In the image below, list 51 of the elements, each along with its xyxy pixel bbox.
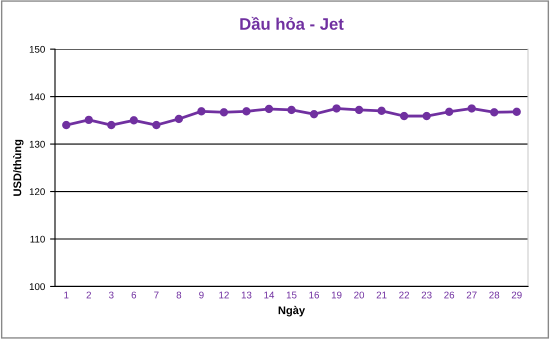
- point: [332, 104, 341, 113]
- point: [287, 106, 296, 114]
- point: [242, 107, 251, 116]
- x-tick-label: 19: [332, 292, 342, 298]
- y-tick-label: 100: [30, 283, 45, 290]
- point: [400, 112, 408, 120]
- x-tick-label: 16: [309, 292, 320, 298]
- y-tick-label: 120: [30, 188, 45, 196]
- point: [264, 104, 274, 114]
- point: [130, 116, 138, 125]
- point: [197, 107, 206, 116]
- y-tick-label: 150: [30, 46, 45, 53]
- point: [512, 108, 521, 116]
- x-tick-label: 13: [242, 292, 252, 298]
- x-tick-label: 6: [132, 292, 136, 298]
- x-tick-label: 2: [86, 292, 91, 298]
- x-axis-title: Ngày: [278, 306, 306, 316]
- point: [354, 106, 364, 114]
- x-tick-label: 28: [489, 292, 500, 298]
- chart-title: Dầu hỏa - Jet: [240, 16, 344, 30]
- point: [310, 110, 318, 118]
- point: [174, 114, 184, 124]
- x-tick-label: 7: [154, 292, 159, 298]
- x-tick-label: 29: [512, 292, 522, 298]
- point: [377, 106, 386, 116]
- x-tick-label: 3: [108, 292, 114, 298]
- point: [490, 108, 498, 116]
- x-tick-label: 27: [466, 292, 477, 298]
- x-tick-label: 1: [64, 292, 68, 298]
- x-tick-label: 15: [286, 292, 296, 298]
- x-tick-label: 9: [199, 292, 204, 298]
- x-tick-label: 26: [444, 292, 454, 298]
- x-tick-label: 14: [264, 292, 274, 298]
- point: [152, 120, 161, 130]
- point: [445, 108, 454, 116]
- x-tick-label: 8: [176, 292, 182, 298]
- y-tick-label: 140: [30, 93, 45, 100]
- x-tick-label: 22: [399, 292, 410, 298]
- y-tick-label: 130: [30, 140, 45, 148]
- x-tick-label: 23: [422, 292, 432, 298]
- point: [422, 112, 431, 120]
- y-axis-title: USD/thùng: [13, 140, 24, 196]
- x-tick-label: 20: [354, 292, 364, 298]
- x-tick-label: 21: [376, 292, 387, 298]
- point: [84, 116, 93, 124]
- y-tick-label: 110: [30, 236, 45, 243]
- point: [468, 104, 476, 113]
- point: [62, 120, 70, 130]
- point: [220, 108, 228, 116]
- point: [107, 120, 116, 130]
- x-tick-label: 12: [219, 292, 229, 298]
